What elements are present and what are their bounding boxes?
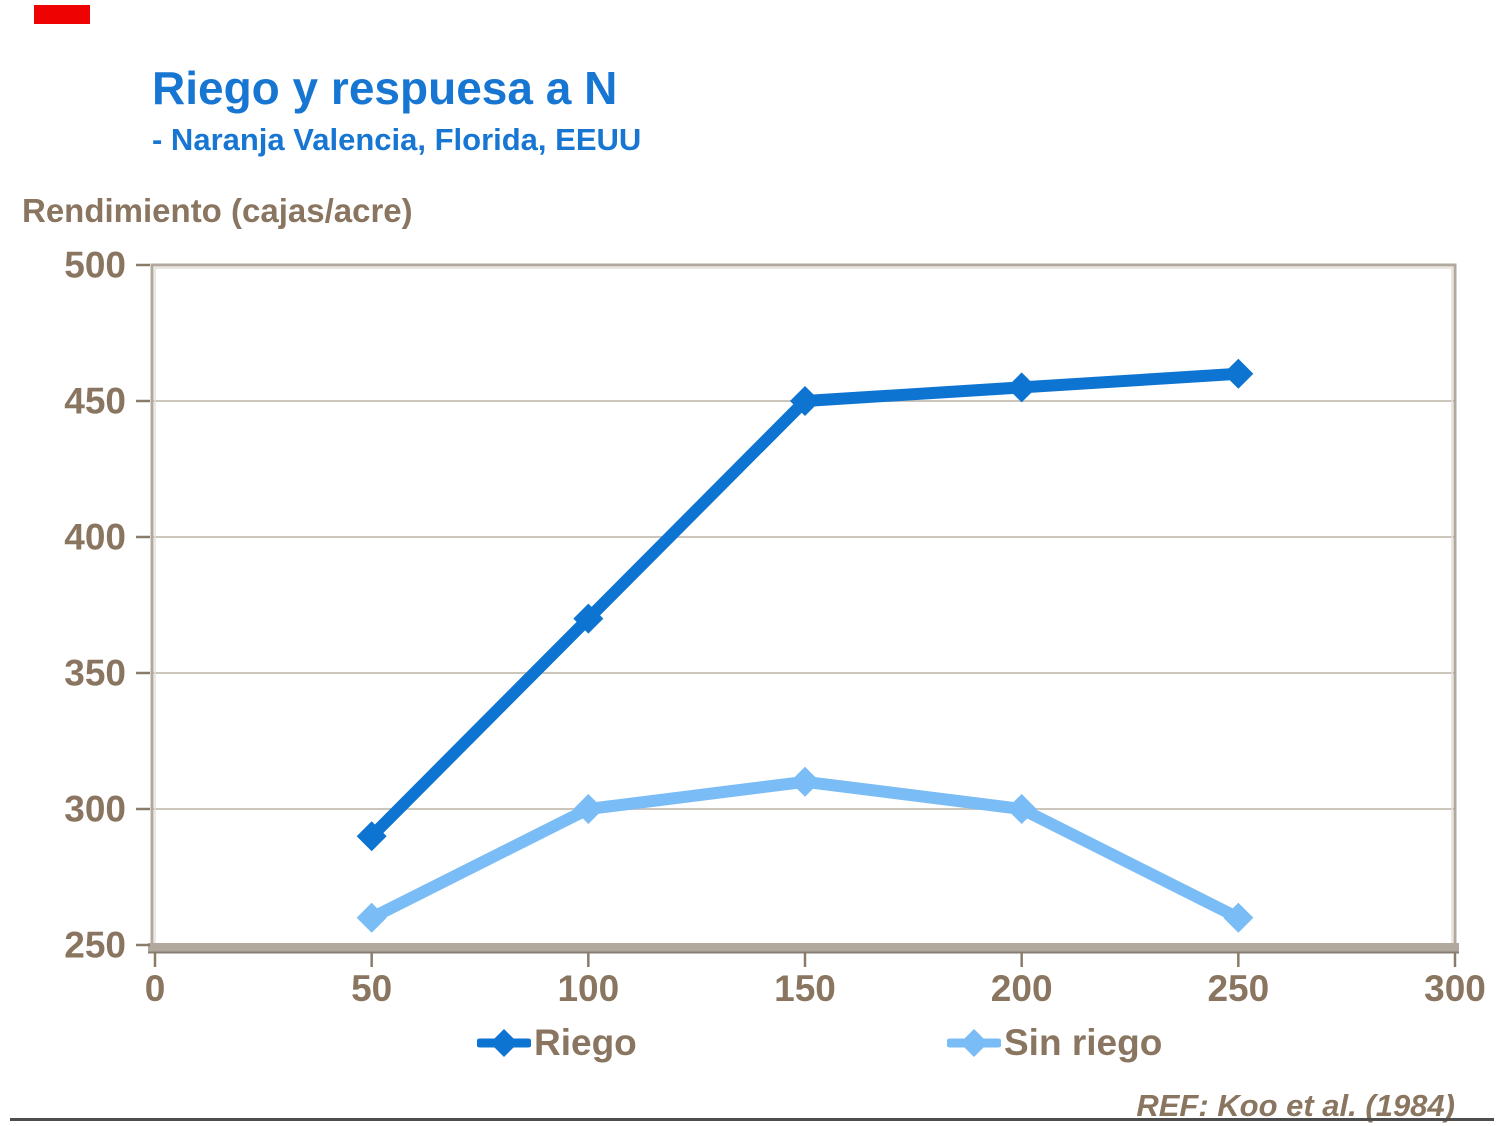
- plot-frame: [150, 263, 1457, 945]
- x-tick-label: 100: [557, 968, 619, 1009]
- data-point-marker-sin-riego: [1223, 902, 1254, 933]
- legend-marker-sin-riego: [947, 1029, 1001, 1057]
- series-line-sin-riego: [365, 775, 1245, 924]
- x-tick-label: 200: [991, 968, 1053, 1009]
- legend-item-riego: Riego: [477, 1021, 637, 1065]
- data-point-marker-sin-riego: [356, 902, 387, 933]
- x-tick-label: 300: [1424, 968, 1486, 1009]
- legend-marker-riego: [477, 1029, 531, 1057]
- page-title: Riego y respuesa a N: [152, 62, 618, 114]
- legend-label-sin-riego: Sin riego: [1004, 1022, 1163, 1063]
- y-tick-label: 300: [64, 789, 126, 830]
- x-tick-label: 150: [774, 968, 836, 1009]
- plot-frame-highlight: [154, 267, 1453, 945]
- data-point-marker-riego: [1006, 372, 1037, 403]
- legend-item-sin-riego: Sin riego: [947, 1021, 1162, 1065]
- data-point-marker-sin-riego: [790, 766, 820, 797]
- red-accent-mark: [34, 5, 90, 24]
- footer-divider: [10, 1118, 1494, 1121]
- x-tick-label: 0: [145, 968, 166, 1009]
- data-point-marker-sin-riego: [573, 794, 604, 824]
- x-tick-label: 50: [351, 968, 392, 1009]
- y-tick-label: 350: [64, 653, 126, 694]
- page-subtitle: - Naranja Valencia, Florida, EEUU: [152, 122, 642, 157]
- y-tick-label: 250: [64, 925, 126, 966]
- legend-label-riego: Riego: [534, 1022, 637, 1063]
- data-point-marker-riego: [356, 821, 387, 852]
- reference-citation: REF: Koo et al. (1984): [1136, 1088, 1455, 1123]
- y-tick-label: 450: [64, 381, 126, 422]
- y-axis-title: Rendimiento (cajas/acre): [22, 192, 413, 229]
- data-point-marker-riego: [573, 603, 604, 634]
- data-point-marker-sin-riego: [1006, 794, 1037, 824]
- y-tick-label: 500: [64, 245, 126, 286]
- x-tick-label: 250: [1207, 968, 1269, 1009]
- data-point-marker-riego: [1223, 358, 1254, 389]
- x-axis-bar: [148, 943, 1459, 952]
- y-tick-label: 400: [64, 517, 126, 558]
- data-point-marker-riego: [790, 386, 820, 416]
